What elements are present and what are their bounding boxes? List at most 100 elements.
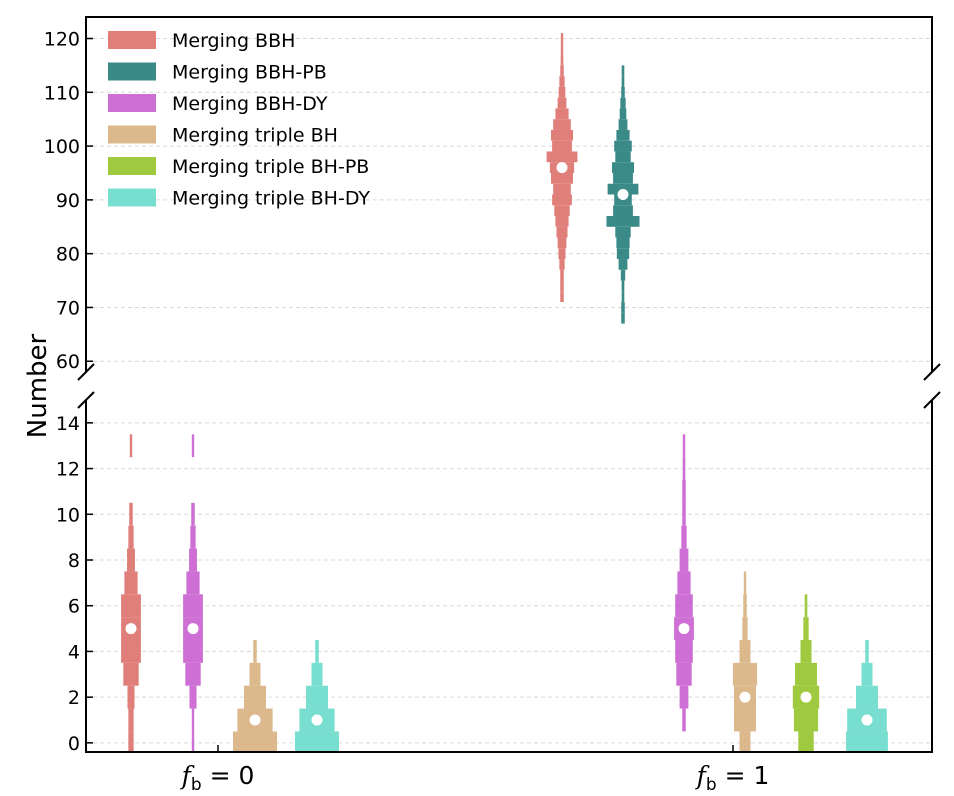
violin-bin xyxy=(743,594,747,618)
violin-bin xyxy=(682,457,686,480)
axis-break-mark xyxy=(923,363,941,381)
violin-bin xyxy=(315,640,319,663)
violin-bin xyxy=(128,525,134,549)
violin-bin xyxy=(739,640,751,663)
violin-bin xyxy=(560,291,564,303)
violin-bin xyxy=(681,525,687,549)
lower-axes-frame xyxy=(85,400,933,753)
y-axis-label: Number xyxy=(23,333,53,438)
violin-bin xyxy=(183,640,203,663)
violin-bin xyxy=(846,731,888,752)
violin-bin xyxy=(621,86,625,98)
violin-bin xyxy=(189,548,197,572)
violin-bin xyxy=(676,662,692,686)
median-marker xyxy=(739,691,751,703)
violin-bin xyxy=(191,434,195,458)
legend: Merging BBH Merging BBH-PB Merging BBH-DY M… xyxy=(108,30,370,210)
violin-bin xyxy=(620,97,626,109)
median-marker xyxy=(249,714,261,726)
lower-y-tick-label: 10 xyxy=(56,504,80,526)
violin-bin xyxy=(553,183,571,195)
violin-bin xyxy=(682,502,686,526)
lower-y-tick-label: 0 xyxy=(68,733,80,755)
violin-bin xyxy=(121,640,141,663)
violin-merging-triple-bh-dy xyxy=(295,640,339,752)
violin-bin xyxy=(129,502,133,526)
violin-bin xyxy=(127,685,135,709)
violin-bin xyxy=(865,640,869,663)
violin-bin xyxy=(803,617,809,640)
violin-bin xyxy=(121,594,141,618)
violin-bin xyxy=(800,640,812,663)
violin-bin xyxy=(804,594,808,618)
violin-bin xyxy=(679,685,689,709)
violin-bin xyxy=(621,291,625,303)
grid-lines xyxy=(86,38,932,744)
violin-bin xyxy=(734,708,756,732)
violin-bin xyxy=(739,731,751,752)
upper-y-tick-label: 90 xyxy=(56,190,80,212)
legend-label: Merging BBH-PB xyxy=(172,62,327,84)
violin-bin xyxy=(613,205,633,217)
violin-bin xyxy=(560,33,564,44)
legend-label: Merging BBH xyxy=(172,30,295,52)
violin-bin xyxy=(128,708,134,732)
violin-bin xyxy=(798,731,814,752)
median-marker xyxy=(556,162,568,174)
violin-bin xyxy=(191,502,195,526)
violin-bin xyxy=(677,571,691,595)
violin-bin xyxy=(186,571,200,595)
violin-bin xyxy=(616,237,630,249)
violin-bin xyxy=(191,731,195,752)
violin-bin xyxy=(621,76,625,87)
violin-bin xyxy=(682,434,686,458)
violin-bin xyxy=(190,525,196,549)
violin-bin xyxy=(557,237,567,249)
violin-bin xyxy=(127,548,135,572)
violin-merging-triple-bh xyxy=(233,640,277,752)
violin-bin xyxy=(551,172,573,184)
median-marker xyxy=(187,623,199,635)
violin-bin xyxy=(732,662,758,686)
violin-bin xyxy=(191,708,195,732)
violins xyxy=(121,33,888,752)
violin-bin xyxy=(183,594,203,618)
violin-bin xyxy=(249,662,261,686)
violin-bin xyxy=(682,708,686,732)
violin-bin xyxy=(556,226,568,238)
x-tick-label: fb = 1 xyxy=(695,761,770,795)
upper-y-tick-label: 60 xyxy=(56,351,80,373)
legend-swatch xyxy=(108,125,156,144)
violin-bin xyxy=(682,480,686,503)
violin-bin xyxy=(793,708,819,732)
violin-merging-bbh-dy xyxy=(183,434,203,752)
axes: 60 70 80 90 100 110 120 0 2 4 6 8 10 12 14 fb = 0 fb = 1 xyxy=(44,16,941,795)
legend-label: Merging BBH-DY xyxy=(172,93,328,115)
violin-bin xyxy=(253,640,257,663)
legend-swatch xyxy=(108,188,156,207)
violin-bin xyxy=(742,617,748,640)
violin-merging-bbh-dy xyxy=(674,434,694,732)
violin-merging-bbh xyxy=(121,434,141,752)
lower-y-tick-label: 2 xyxy=(68,687,80,709)
violin-bin xyxy=(615,151,631,163)
violin-bin xyxy=(244,685,266,709)
violin-bin xyxy=(560,280,564,292)
violin-bin xyxy=(621,280,625,292)
violin-bin xyxy=(557,97,567,109)
violin-bin xyxy=(233,731,277,752)
violin-bin xyxy=(552,194,572,206)
violin-bin xyxy=(128,731,134,752)
lower-y-tick-label: 4 xyxy=(68,641,80,663)
violin-merging-bbh-pb xyxy=(606,65,640,324)
legend-label: Merging triple BH-PB xyxy=(172,156,369,178)
upper-y-tick-label: 120 xyxy=(44,29,80,51)
legend-swatch xyxy=(108,94,156,112)
lower-y-tick-label: 12 xyxy=(56,459,80,481)
violin-bin xyxy=(620,269,626,281)
violin-bin xyxy=(621,65,625,77)
legend-label: Merging triple BH-DY xyxy=(172,188,370,210)
violin-bin xyxy=(560,54,564,66)
violin-bin xyxy=(189,685,197,709)
